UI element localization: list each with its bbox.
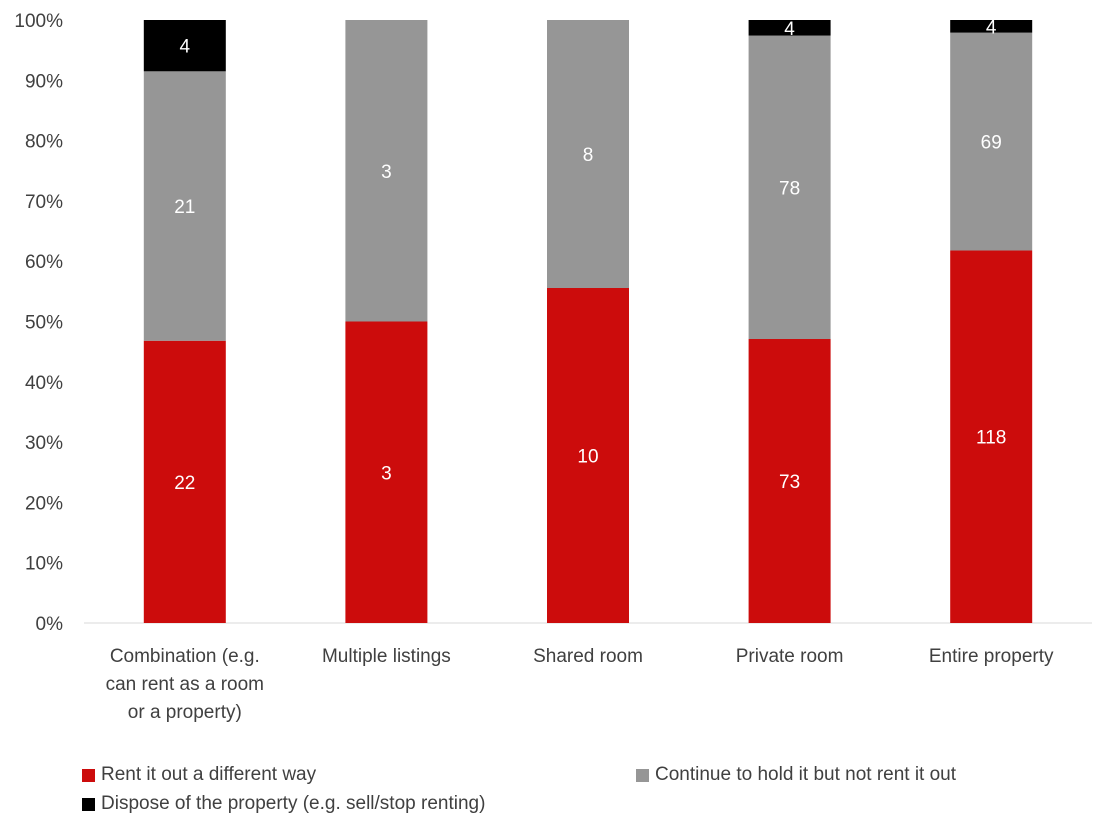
data-label: 3: [381, 162, 392, 183]
legend-swatch: [636, 768, 649, 782]
legend-item: Continue to hold it but not rent it out: [636, 764, 956, 786]
x-category-label: Entire property: [929, 646, 1054, 667]
legend-swatch: [82, 768, 95, 782]
y-tick-label: 30%: [25, 433, 63, 454]
bar-segment: [345, 321, 428, 623]
x-axis-categories: Combination (e.g. can rent as a room or a …: [106, 646, 1054, 723]
y-tick-label: 40%: [25, 373, 63, 394]
bar-segment: [547, 288, 629, 623]
data-label: 3: [381, 463, 392, 484]
data-label: 4: [986, 17, 997, 38]
legend-label: Dispose of the property (e.g. sell/stop …: [101, 793, 486, 814]
y-tick-label: 10%: [25, 554, 63, 575]
bar-segment: [950, 20, 1033, 33]
data-label: 22: [174, 473, 195, 494]
x-category-label: can rent as a room: [106, 674, 264, 695]
y-tick-label: 0%: [36, 614, 64, 635]
data-label: 8: [583, 145, 594, 166]
y-tick-label: 90%: [25, 71, 63, 92]
data-label: 69: [981, 133, 1002, 154]
bar-segment: [748, 339, 831, 623]
bar-segment: [143, 71, 226, 341]
legend-label: Rent it out a different way: [101, 764, 317, 785]
y-tick-label: 20%: [25, 493, 63, 514]
data-label: 4: [784, 19, 795, 40]
y-tick-label: 80%: [25, 132, 63, 153]
bar-segment: [345, 20, 428, 322]
bar-segment: [950, 32, 1033, 251]
x-category-label: Multiple listings: [322, 646, 451, 667]
x-category-label: Combination (e.g.: [110, 646, 260, 667]
data-label: 118: [976, 428, 1006, 449]
y-axis-ticks: 0% 10% 20% 30% 40% 50% 60% 70% 80% 90% 100%: [14, 11, 63, 635]
data-label: 21: [174, 197, 195, 218]
bars: 22 21 4 3 3 10 8 73 78 4 118 69 4: [143, 17, 1033, 623]
legend-label: Continue to hold it but not rent it out: [655, 764, 957, 785]
bar-segment: [748, 20, 831, 36]
bar-segment: [950, 250, 1033, 623]
y-tick-label: 100%: [14, 11, 63, 32]
legend-item: Dispose of the property (e.g. sell/stop …: [82, 793, 485, 815]
x-category-label: Private room: [736, 646, 844, 667]
y-tick-label: 60%: [25, 252, 63, 273]
bar-segment: [748, 35, 831, 340]
data-label: 4: [180, 37, 191, 58]
y-tick-label: 70%: [25, 192, 63, 213]
data-label: 78: [779, 178, 800, 199]
bar-segment: [143, 20, 226, 72]
legend-item: Rent it out a different way: [82, 764, 316, 786]
y-tick-label: 50%: [25, 313, 63, 334]
legend-swatch: [82, 797, 95, 811]
bar-segment: [143, 340, 226, 623]
data-label: 10: [577, 447, 598, 468]
x-category-label: Shared room: [533, 646, 643, 667]
bar-segment: [547, 20, 629, 288]
x-category-label: or a property): [128, 702, 242, 723]
data-label: 73: [779, 472, 800, 493]
legend: Rent it out a different way Continue to h…: [82, 764, 1082, 824]
